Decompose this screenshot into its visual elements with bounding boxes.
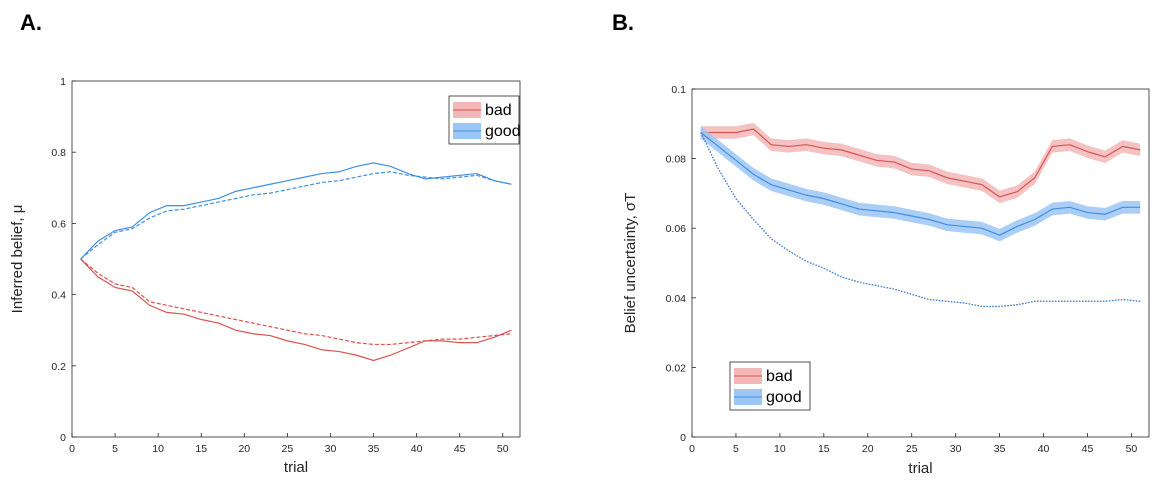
y-tick-label: 0 (680, 432, 686, 444)
plot-area-1 (71, 80, 521, 438)
x-tick-label: 10 (774, 443, 786, 455)
panel-a-label: A. (20, 10, 42, 35)
x-tick-label: 20 (238, 443, 250, 455)
x-tick-label: 15 (818, 443, 830, 455)
series-band-good (700, 126, 1141, 242)
x-tick-label: 5 (112, 443, 118, 455)
legend-label-bad: bad (485, 102, 512, 119)
y-axis-label: Belief uncertainty, σT (622, 193, 639, 334)
legend-2: bad good (729, 361, 811, 411)
legend-label-good: good (485, 123, 521, 140)
y-tick-label: 1 (60, 76, 66, 88)
x-tick-label: 0 (689, 443, 695, 455)
y-tick-label: 0.04 (666, 293, 687, 305)
series-line-bad-dashed (80, 258, 512, 346)
series-line-good-solid (80, 162, 512, 260)
x-tick-label: 30 (325, 443, 337, 455)
legend-1: bad good (448, 95, 521, 145)
x-tick-label: 10 (152, 443, 164, 455)
x-tick-label: 25 (906, 443, 918, 455)
x-tick-label: 15 (195, 443, 207, 455)
series-line-good-solid (700, 132, 1141, 236)
y-tick-label: 0 (60, 432, 66, 444)
x-tick-label: 0 (69, 443, 75, 455)
x-tick-label: 50 (1126, 443, 1138, 455)
x-tick-label: 35 (368, 443, 380, 455)
y-tick-label: 0.4 (51, 290, 66, 302)
y-tick-label: 0.2 (51, 361, 66, 373)
x-axis-label: trial (908, 460, 932, 477)
x-tick-label: 45 (454, 443, 466, 455)
series-line-bad-solid (700, 128, 1141, 198)
x-tick-label: 45 (1082, 443, 1094, 455)
panel-b-label: B. (612, 10, 634, 35)
x-axis-label: trial (284, 459, 308, 476)
x-tick-label: 40 (1038, 443, 1050, 455)
x-tick-label: 30 (950, 443, 962, 455)
y-tick-label: 0.6 (51, 218, 66, 230)
y-tick-label: 0.1 (671, 84, 686, 96)
series-line-good-dotted (700, 132, 1141, 308)
y-tick-label: 0.8 (51, 147, 66, 159)
y-tick-label: 0.08 (666, 154, 687, 166)
series-band-bad (700, 122, 1141, 204)
y-tick-label: 0.06 (666, 223, 687, 235)
x-tick-label: 35 (994, 443, 1006, 455)
legend-label-good: good (766, 389, 802, 406)
x-tick-label: 50 (497, 443, 509, 455)
legend-label-bad: bad (766, 368, 793, 385)
y-axis-label: Inferred belief, μ (9, 205, 26, 314)
y-tick-label: 0.02 (666, 362, 687, 374)
series-line-good-dashed (80, 171, 512, 260)
series-line-bad-solid (80, 258, 512, 362)
x-tick-label: 40 (411, 443, 423, 455)
x-tick-label: 25 (282, 443, 294, 455)
x-tick-label: 5 (733, 443, 739, 455)
plot-area-2 (691, 88, 1150, 438)
x-tick-label: 20 (862, 443, 874, 455)
